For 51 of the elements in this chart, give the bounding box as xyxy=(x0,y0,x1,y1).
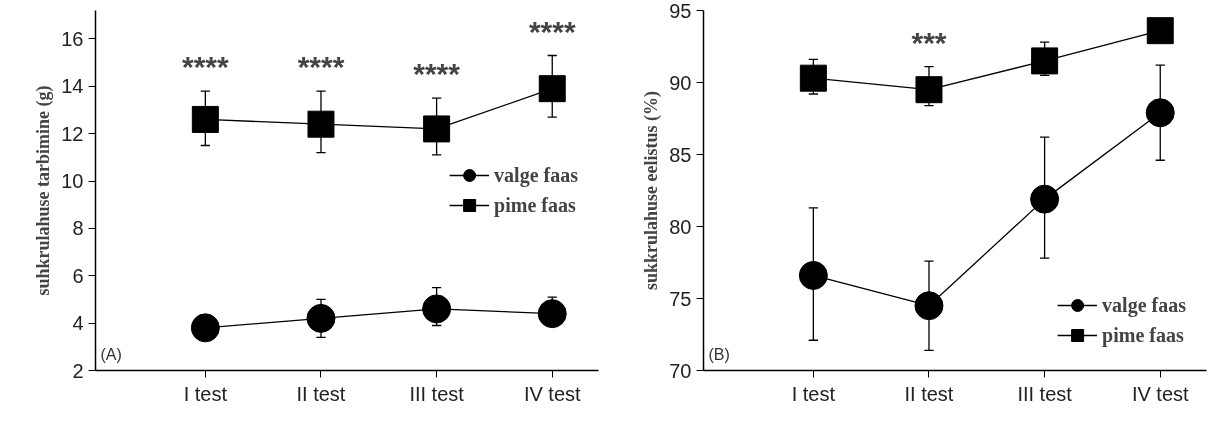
point xyxy=(914,291,944,321)
x-tick-label: IV test xyxy=(1131,382,1190,405)
point xyxy=(1145,98,1175,128)
x-tick-label: III test xyxy=(409,382,465,405)
y-tick-label: 14 xyxy=(61,75,84,98)
point xyxy=(537,299,567,329)
y-axis-title: suhkrulahuse tarbimine (g) xyxy=(33,85,55,296)
x-tick-label: II test xyxy=(904,382,954,405)
point xyxy=(538,75,566,103)
annotation: **** xyxy=(528,14,576,48)
annotation: **** xyxy=(297,50,345,84)
point xyxy=(1031,47,1059,75)
x-tick-label: I test xyxy=(791,382,836,405)
y-tick-label: 90 xyxy=(669,71,692,94)
x-tick-label: II test xyxy=(296,382,346,405)
y-tick-label: 2 xyxy=(72,359,84,382)
y-tick-label: 70 xyxy=(669,359,692,382)
y-tick-label: 6 xyxy=(72,264,84,287)
y-tick-label: 85 xyxy=(669,143,692,166)
legend-label: pime faas xyxy=(1102,323,1184,347)
point xyxy=(915,76,943,104)
y-tick-label: 10 xyxy=(61,170,84,193)
x-tick-label: III test xyxy=(1017,382,1073,405)
y-tick-label: 8 xyxy=(72,217,84,240)
point xyxy=(306,303,336,333)
y-tick-label: 12 xyxy=(61,122,84,145)
point xyxy=(1030,184,1060,214)
legend-label: valge faas xyxy=(494,163,578,187)
y-tick-label: 80 xyxy=(669,215,692,238)
point xyxy=(307,110,335,138)
annotation: **** xyxy=(413,57,461,91)
legend-label: valge faas xyxy=(1102,293,1186,317)
y-tick-label: 75 xyxy=(669,287,692,310)
y-axis-title: sukkrulahuse eelistus (%) xyxy=(641,90,663,291)
point xyxy=(798,260,828,290)
point xyxy=(1146,17,1174,45)
y-tick-label: 95 xyxy=(669,0,692,22)
annotation: **** xyxy=(182,50,230,84)
point xyxy=(423,115,451,143)
x-tick-label: IV test xyxy=(523,382,582,405)
annotation: (A) xyxy=(100,345,122,363)
x-tick-label: I test xyxy=(183,382,228,405)
point xyxy=(191,105,219,133)
legend-label: pime faas xyxy=(494,193,576,217)
point xyxy=(190,313,220,343)
point xyxy=(422,294,452,324)
point xyxy=(799,64,827,92)
annotation: (B) xyxy=(708,345,730,363)
y-tick-label: 4 xyxy=(72,312,84,335)
y-tick-label: 16 xyxy=(61,27,84,50)
annotation: *** xyxy=(911,25,947,59)
